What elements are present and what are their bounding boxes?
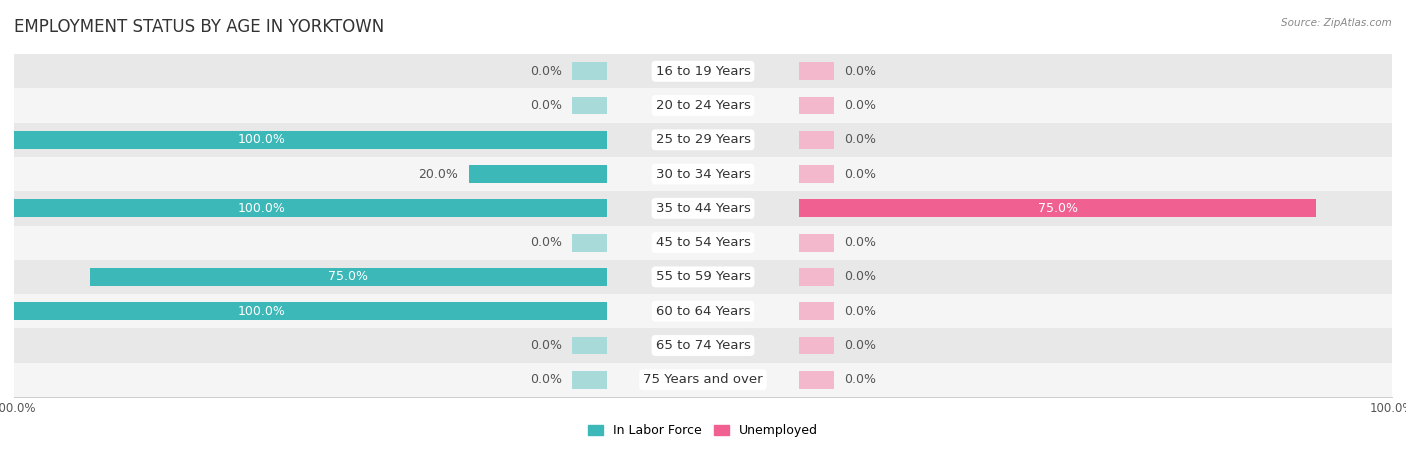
Text: EMPLOYMENT STATUS BY AGE IN YORKTOWN: EMPLOYMENT STATUS BY AGE IN YORKTOWN (14, 18, 384, 36)
Text: 75 Years and over: 75 Years and over (643, 373, 763, 386)
Bar (0, 302, 606, 320)
Bar (14, 260, 1392, 294)
Bar (14, 226, 1392, 260)
Text: 0.0%: 0.0% (844, 339, 876, 352)
Text: 0.0%: 0.0% (530, 236, 562, 249)
Bar (800, 234, 834, 252)
Text: 0.0%: 0.0% (844, 133, 876, 146)
Text: 100.0%: 100.0% (238, 305, 285, 318)
Text: 20 to 24 Years: 20 to 24 Years (655, 99, 751, 112)
Text: 65 to 74 Years: 65 to 74 Years (655, 339, 751, 352)
Text: 60 to 64 Years: 60 to 64 Years (655, 305, 751, 318)
Text: 16 to 19 Years: 16 to 19 Years (655, 65, 751, 78)
Text: 0.0%: 0.0% (530, 65, 562, 78)
Text: 0.0%: 0.0% (844, 168, 876, 180)
Bar (468, 165, 606, 183)
Text: 35 to 44 Years: 35 to 44 Years (655, 202, 751, 215)
Bar (572, 97, 606, 115)
Text: 0.0%: 0.0% (844, 99, 876, 112)
Text: 0.0%: 0.0% (530, 373, 562, 386)
Bar (14, 294, 1392, 328)
Bar (572, 234, 606, 252)
Text: 100.0%: 100.0% (238, 133, 285, 146)
Bar (800, 302, 834, 320)
Bar (0, 131, 606, 149)
Text: 55 to 59 Years: 55 to 59 Years (655, 271, 751, 283)
Bar (800, 199, 1316, 217)
Bar (572, 62, 606, 80)
Bar (800, 336, 834, 354)
Text: 30 to 34 Years: 30 to 34 Years (655, 168, 751, 180)
Bar (800, 371, 834, 389)
Bar (572, 336, 606, 354)
Bar (572, 371, 606, 389)
Bar (14, 157, 1392, 191)
Text: 25 to 29 Years: 25 to 29 Years (655, 133, 751, 146)
Bar (0, 199, 606, 217)
Bar (800, 131, 834, 149)
Bar (14, 363, 1392, 397)
Text: 0.0%: 0.0% (530, 339, 562, 352)
Bar (14, 123, 1392, 157)
Text: 75.0%: 75.0% (1038, 202, 1078, 215)
Bar (90, 268, 606, 286)
Bar (14, 54, 1392, 88)
Text: 75.0%: 75.0% (328, 271, 368, 283)
Text: 0.0%: 0.0% (844, 236, 876, 249)
Bar (800, 62, 834, 80)
Bar (800, 165, 834, 183)
Legend: In Labor Force, Unemployed: In Labor Force, Unemployed (583, 419, 823, 442)
Bar (14, 88, 1392, 123)
Text: 0.0%: 0.0% (844, 271, 876, 283)
Text: 0.0%: 0.0% (844, 373, 876, 386)
Text: 0.0%: 0.0% (844, 305, 876, 318)
Text: 45 to 54 Years: 45 to 54 Years (655, 236, 751, 249)
Text: 0.0%: 0.0% (844, 65, 876, 78)
Text: 0.0%: 0.0% (530, 99, 562, 112)
Text: Source: ZipAtlas.com: Source: ZipAtlas.com (1281, 18, 1392, 28)
Bar (14, 191, 1392, 226)
Bar (800, 97, 834, 115)
Bar (14, 328, 1392, 363)
Text: 20.0%: 20.0% (419, 168, 458, 180)
Text: 100.0%: 100.0% (238, 202, 285, 215)
Bar (800, 268, 834, 286)
